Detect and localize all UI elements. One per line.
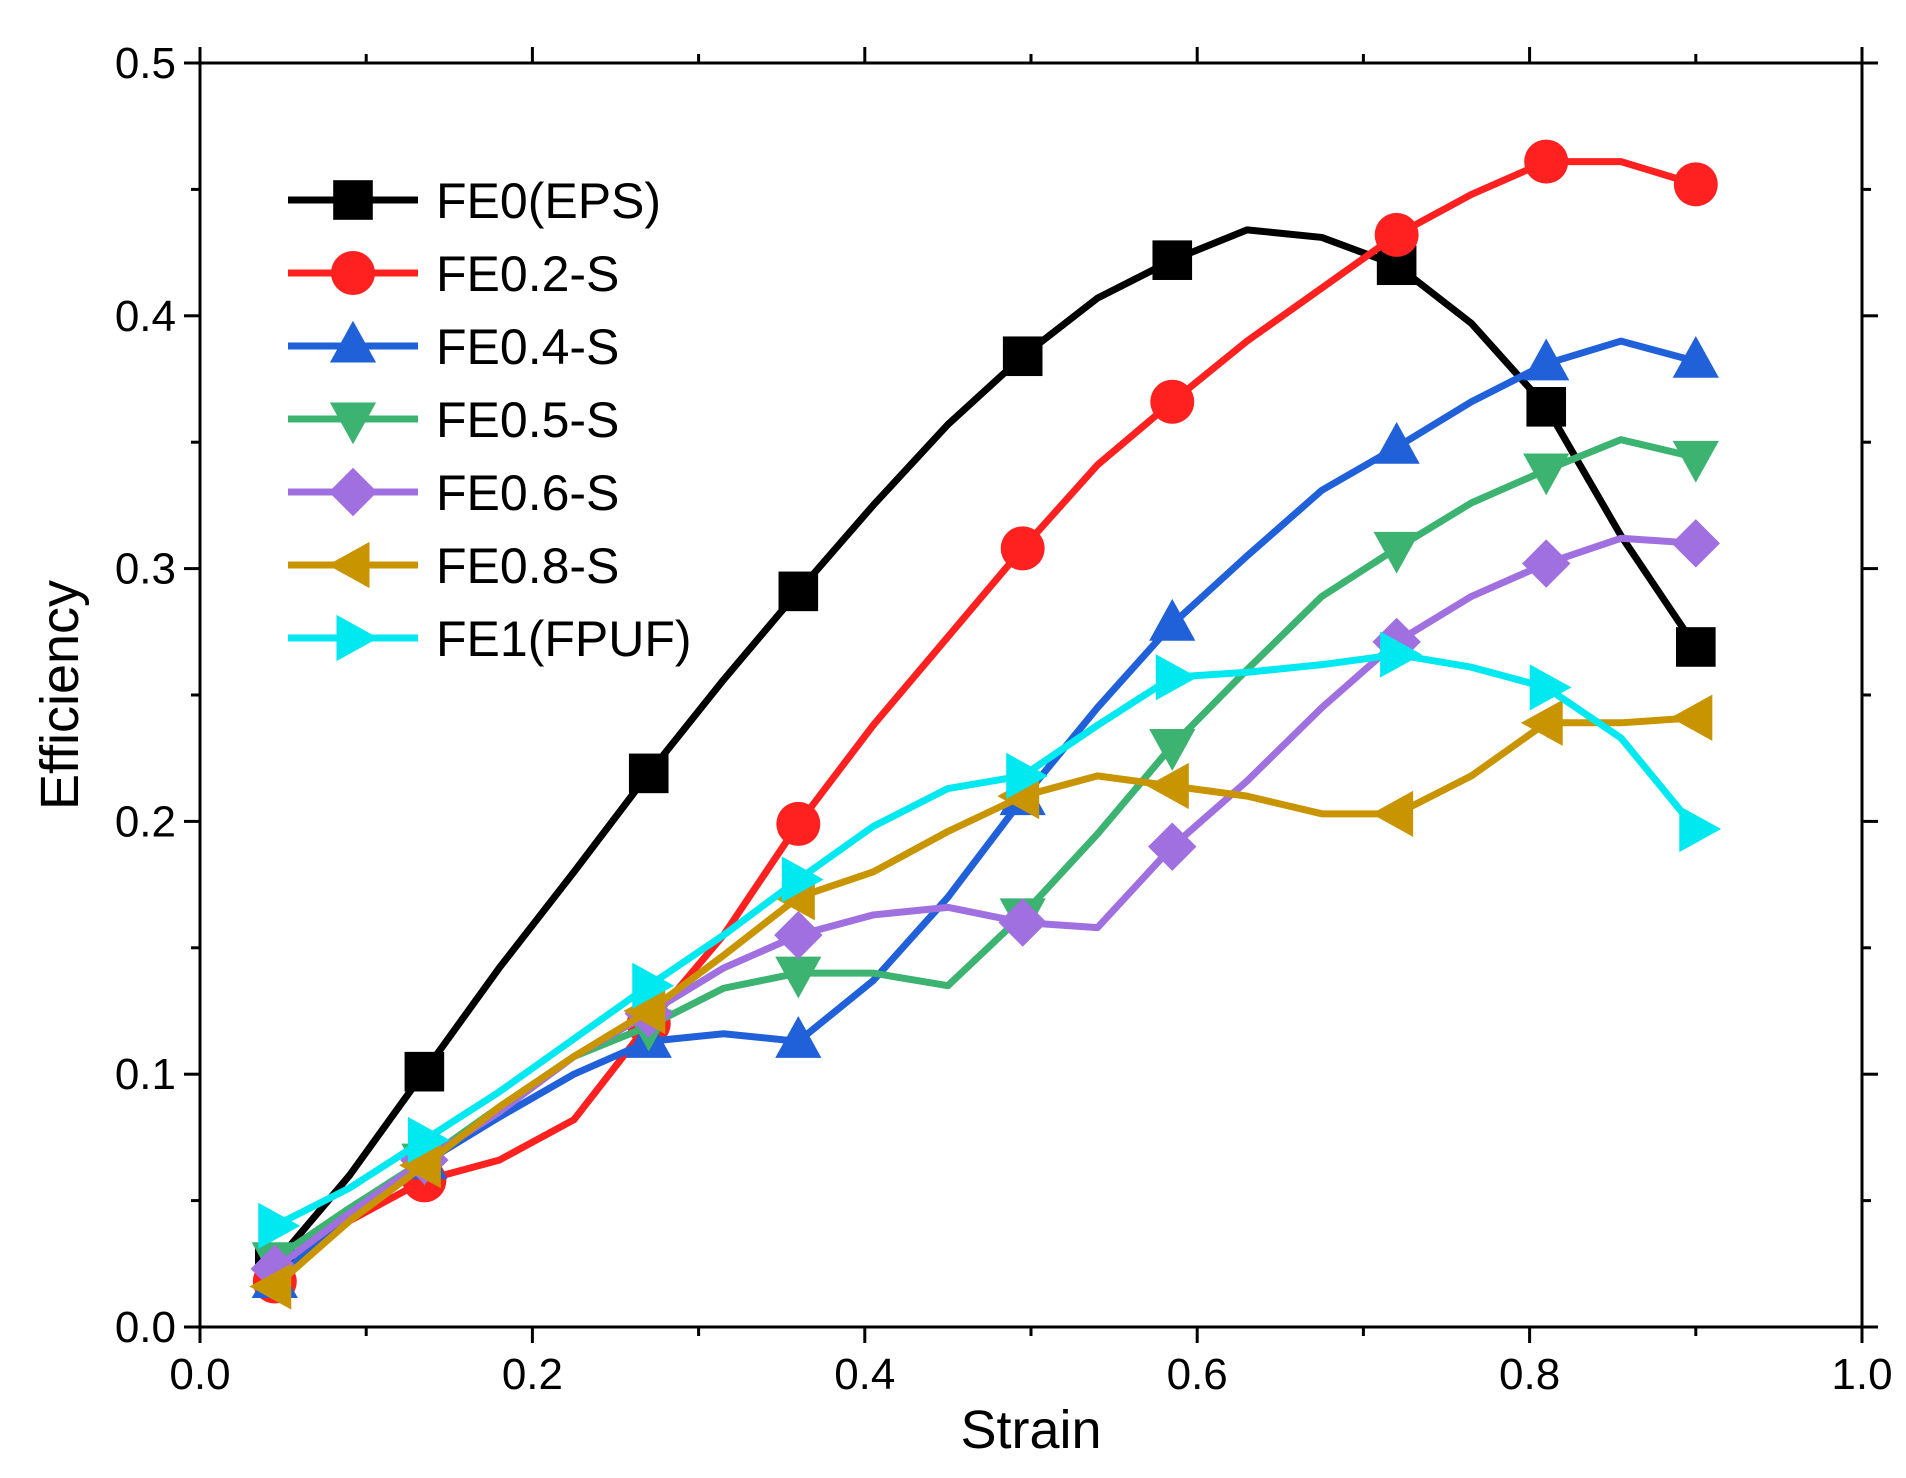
- data-point: [1523, 338, 1570, 381]
- x-tick-label: 0.0: [169, 1350, 230, 1399]
- data-point: [775, 1016, 822, 1058]
- data-point: [1529, 664, 1572, 711]
- legend-marker: [327, 541, 370, 589]
- data-point: [250, 1244, 299, 1294]
- data-point: [1670, 694, 1713, 741]
- legend-label: FE0.6-S: [436, 465, 619, 521]
- data-point: [1523, 453, 1570, 496]
- legend-item: FE1(FPUF): [288, 611, 692, 667]
- legend-marker: [336, 614, 379, 662]
- legend: FE0(EPS) FE0.2-S FE0.4-S FE0.5-S FE0.6-S FE0.…: [288, 173, 692, 667]
- series-line: [271, 158, 1700, 1285]
- legend-marker: [329, 320, 377, 363]
- legend-label: FE0.8-S: [436, 538, 619, 594]
- data-point: [1148, 822, 1197, 871]
- x-tick-label: 1.0: [1831, 1350, 1892, 1399]
- legend-item: FE0(EPS): [288, 173, 661, 229]
- x-tick-label: 0.6: [1167, 1350, 1228, 1399]
- data-point: [1152, 240, 1193, 280]
- y-tick-label: 0.3: [115, 545, 176, 594]
- data-point: [1672, 440, 1719, 483]
- data-point: [1679, 805, 1722, 853]
- data-point: [1526, 387, 1567, 427]
- data-point: [623, 987, 666, 1035]
- data-point: [776, 801, 821, 846]
- y-tick-label: 0.1: [115, 1050, 176, 1099]
- data-point: [1672, 336, 1719, 378]
- data-point: [1520, 699, 1563, 746]
- x-tick-label: 0.8: [1499, 1350, 1560, 1399]
- legend-marker: [329, 402, 377, 445]
- series-fe0-eps: [254, 226, 1716, 1284]
- y-tick-label: 0.0: [115, 1303, 176, 1352]
- data-point: [1522, 539, 1571, 588]
- series-line: [271, 337, 1700, 1285]
- data-point: [1524, 139, 1569, 184]
- data-point: [1371, 790, 1414, 837]
- x-axis-title: Strain: [960, 1400, 1101, 1460]
- legend-marker: [331, 251, 375, 295]
- data-point: [781, 856, 824, 903]
- legend-label: FE0.4-S: [436, 319, 619, 375]
- series-layer: [249, 139, 1722, 1310]
- y-tick-label: 0.5: [115, 39, 176, 88]
- data-point: [258, 1202, 301, 1249]
- data-point: [1000, 526, 1045, 571]
- series-fe1-fpuf: [258, 631, 1722, 1249]
- legend-label: FE0(EPS): [436, 173, 661, 229]
- legend-item: FE0.5-S: [288, 392, 619, 448]
- legend-label: FE0.2-S: [436, 246, 619, 302]
- series-line: [271, 714, 1700, 1291]
- legend-item: FE0.2-S: [288, 246, 619, 302]
- tick-labels: 0.0 0.2 0.4 0.6 0.8 1.0 0.0 0.1 0.2 0.3 0.4 0.5: [115, 39, 1893, 1399]
- data-point: [774, 910, 823, 960]
- data-point: [407, 1116, 450, 1164]
- series-fe0-8-s: [249, 694, 1713, 1310]
- data-point: [1374, 212, 1419, 257]
- y-axis-title: Efficiency: [30, 580, 90, 810]
- data-point: [249, 1263, 292, 1310]
- legend-item: FE0.6-S: [288, 465, 619, 521]
- data-point: [775, 956, 822, 999]
- legend-label: FE0.5-S: [436, 392, 619, 448]
- legend-marker: [333, 180, 373, 220]
- legend-label: FE1(FPUF): [436, 611, 692, 667]
- y-tick-label: 0.4: [115, 292, 176, 341]
- data-point: [1380, 631, 1422, 678]
- data-point: [1373, 531, 1420, 574]
- data-point: [1155, 654, 1198, 701]
- data-point: [1671, 519, 1720, 568]
- legend-item: FE0.4-S: [288, 319, 619, 375]
- data-point: [628, 753, 669, 794]
- data-point: [1149, 598, 1196, 641]
- x-tick-label: 0.4: [834, 1350, 895, 1399]
- data-point: [404, 1051, 445, 1092]
- data-point: [1373, 421, 1420, 464]
- data-point: [399, 1142, 441, 1189]
- data-point: [778, 571, 819, 612]
- data-point: [632, 962, 675, 1009]
- data-point: [998, 898, 1047, 947]
- data-point: [1002, 336, 1043, 377]
- data-point: [1006, 752, 1048, 799]
- data-point: [1149, 729, 1196, 771]
- data-point: [1673, 162, 1718, 207]
- data-point: [1150, 379, 1195, 424]
- x-tick-label: 0.2: [502, 1350, 563, 1399]
- series-line: [271, 226, 1700, 1268]
- series-line: [271, 651, 1700, 1230]
- legend-item: FE0.8-S: [288, 538, 619, 594]
- axis-ticks: [184, 47, 1878, 1343]
- data-point: [1146, 762, 1189, 810]
- y-tick-label: 0.2: [115, 797, 176, 846]
- legend-marker: [328, 467, 378, 517]
- data-point: [1676, 627, 1716, 667]
